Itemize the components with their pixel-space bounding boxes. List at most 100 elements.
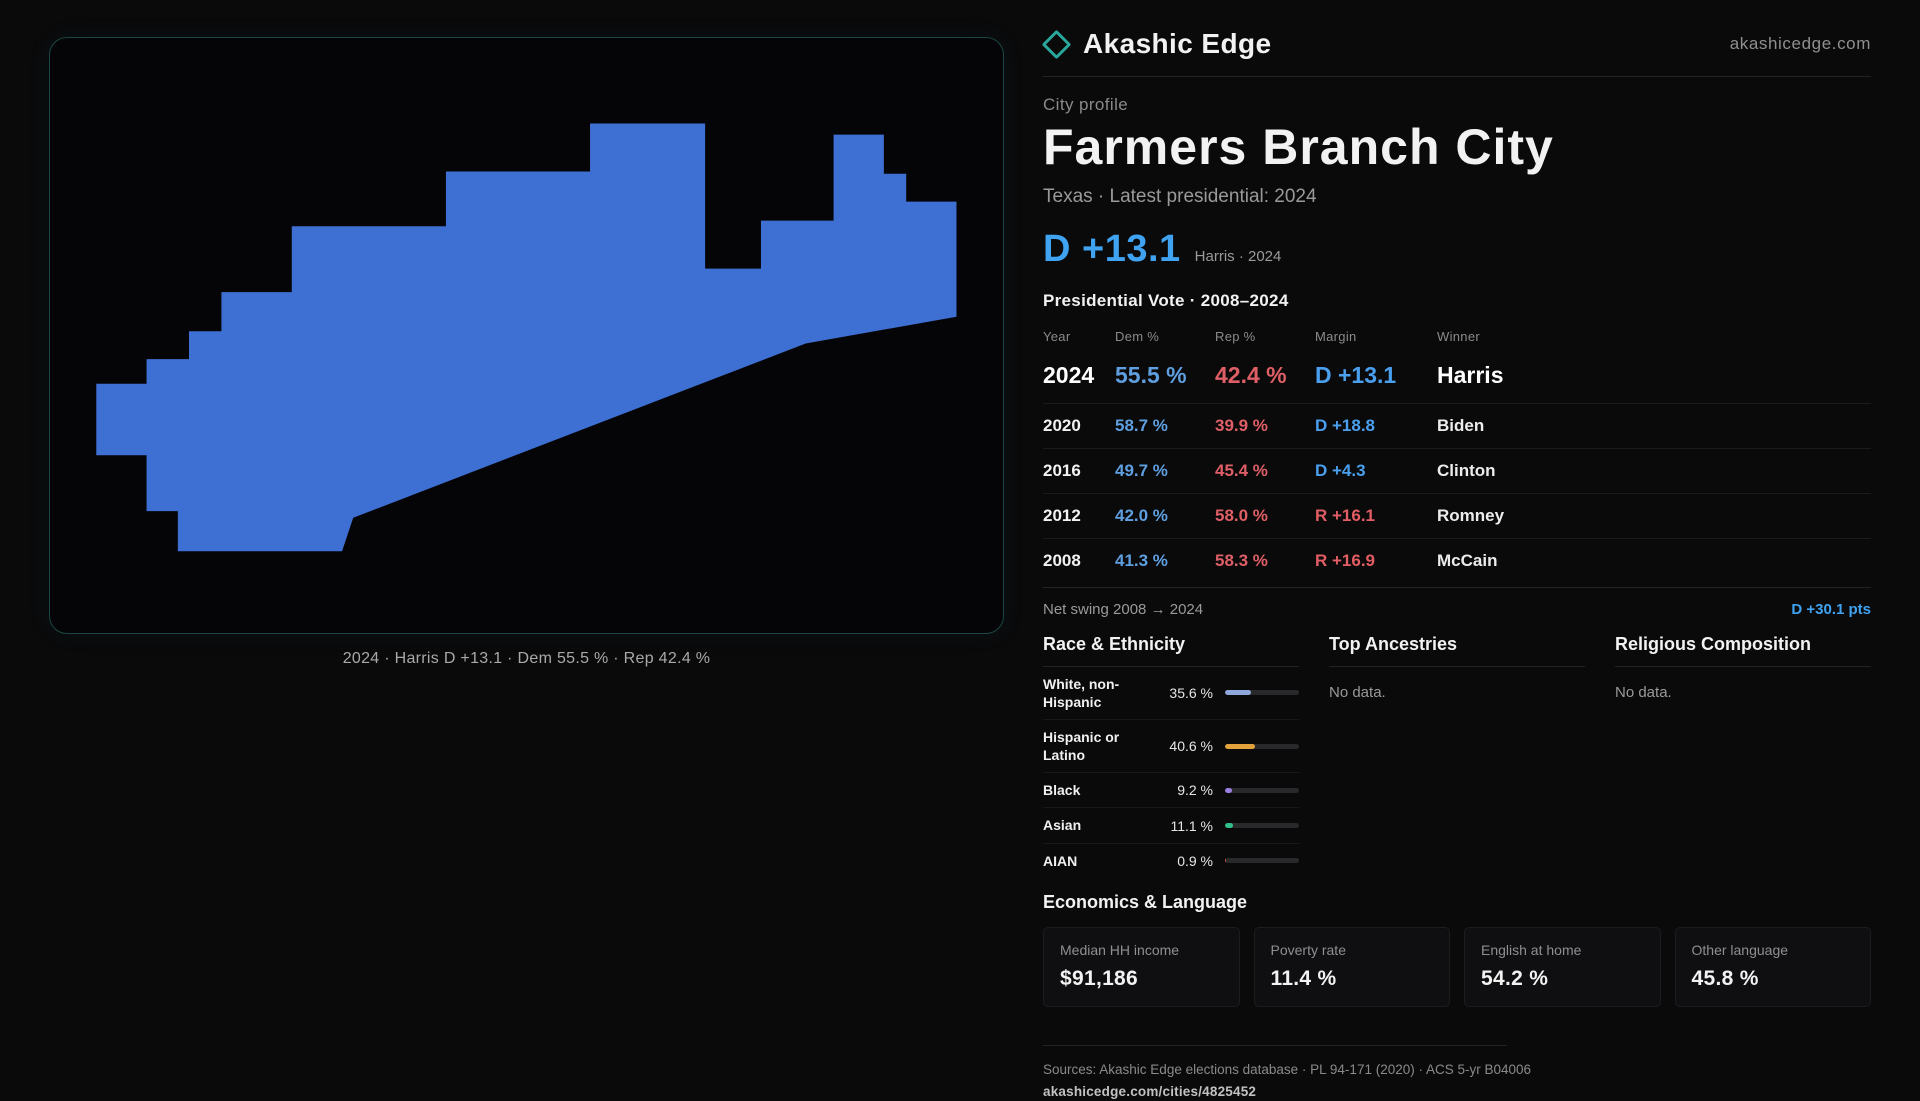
vote-row-2020: 2020 58.7 % 39.9 % D +18.8 Biden xyxy=(1043,402,1871,448)
race-value: 35.6 % xyxy=(1169,684,1213,701)
dem-share: 58.7 % xyxy=(1115,415,1168,435)
stat-label: English at home xyxy=(1481,941,1582,958)
race-row-black: Black 9.2 % xyxy=(1043,773,1299,809)
margin-value: D +13.1 xyxy=(1315,361,1397,388)
winner-name: Clinton xyxy=(1437,460,1496,480)
race-value: 40.6 % xyxy=(1169,738,1213,755)
race-bar-fill xyxy=(1225,743,1256,749)
page-footer: Sources: Akashic Edge elections database… xyxy=(1043,1044,1871,1101)
rep-share: 42.4 % xyxy=(1215,361,1287,388)
diamond-logo-icon xyxy=(1041,29,1072,59)
race-label: AIAN xyxy=(1043,852,1078,869)
religion-empty-state: No data. xyxy=(1615,683,1672,701)
year-value: 2012 xyxy=(1043,505,1081,525)
headline-margin-block: D +13.1 Harris · 2024 xyxy=(1043,228,1871,271)
headline-margin-value: D +13.1 xyxy=(1043,227,1181,270)
winner-name: Harris xyxy=(1437,361,1504,388)
vote-row-2024: 2024 55.5 % 42.4 % D +13.1 Harris xyxy=(1043,354,1871,403)
vote-table-heading: Presidential Vote · 2008–2024 xyxy=(1043,290,1289,310)
vote-row-2008: 2008 41.3 % 58.3 % R +16.9 McCain xyxy=(1043,537,1871,583)
race-value: 11.1 % xyxy=(1170,817,1213,834)
race-bar-track xyxy=(1225,743,1299,749)
col-winner: Winner xyxy=(1437,328,1480,344)
stat-card-other-language: Other language 45.8 % xyxy=(1674,926,1871,1007)
rep-share: 39.9 % xyxy=(1215,415,1268,435)
rep-share: 45.4 % xyxy=(1215,460,1268,480)
stat-value: $91,186 xyxy=(1060,966,1139,990)
net-swing-row: Net swing 2008 → 2024 D +30.1 pts xyxy=(1043,586,1871,618)
page-subtitle: Texas · Latest presidential: 2024 xyxy=(1043,185,1317,207)
race-label: White, non-Hispanic xyxy=(1043,675,1120,710)
race-ethnicity-column: Race & Ethnicity White, non-Hispanic 35.… xyxy=(1043,634,1299,878)
race-row-hispanic: Hispanic or Latino 40.6 % xyxy=(1043,720,1299,774)
stat-value: 45.8 % xyxy=(1691,966,1759,990)
brand-domain-link[interactable]: akashicedge.com xyxy=(1729,34,1871,53)
stat-card-median-income: Median HH income $91,186 xyxy=(1043,926,1240,1007)
col-dem: Dem % xyxy=(1115,328,1160,344)
year-value: 2016 xyxy=(1043,460,1081,480)
rep-share: 58.0 % xyxy=(1215,505,1268,525)
footer-divider xyxy=(1043,1044,1507,1046)
page-kicker: City profile xyxy=(1043,95,1129,114)
race-row-aian: AIAN 0.9 % xyxy=(1043,844,1299,878)
race-row-white: White, non-Hispanic 35.6 % xyxy=(1043,667,1299,720)
race-bar-fill xyxy=(1225,823,1234,829)
headline-margin-note: Harris · 2024 xyxy=(1194,247,1282,265)
dem-share: 42.0 % xyxy=(1115,505,1168,525)
permalink[interactable]: akashicedge.com/cities/4825452 xyxy=(1043,1083,1257,1099)
ancestries-column: Top Ancestries No data. xyxy=(1329,634,1585,878)
net-swing-value: D +30.1 pts xyxy=(1791,600,1871,618)
stat-label: Other language xyxy=(1691,941,1789,958)
race-bar-track xyxy=(1225,823,1299,829)
stat-label: Median HH income xyxy=(1060,941,1180,958)
vote-row-2016: 2016 49.7 % 45.4 % D +4.3 Clinton xyxy=(1043,447,1871,493)
race-bar-track xyxy=(1225,787,1299,793)
col-margin: Margin xyxy=(1315,328,1357,344)
brand: Akashic Edge xyxy=(1041,28,1272,60)
col-year: Year xyxy=(1043,328,1071,344)
col-rep: Rep % xyxy=(1215,328,1256,344)
ancestries-heading: Top Ancestries xyxy=(1329,634,1585,667)
stat-card-english-at-home: English at home 54.2 % xyxy=(1464,926,1661,1007)
dem-share: 49.7 % xyxy=(1115,460,1168,480)
winner-name: Romney xyxy=(1437,505,1505,525)
race-bar-fill xyxy=(1225,690,1252,696)
margin-value: D +4.3 xyxy=(1315,460,1366,480)
dem-share: 41.3 % xyxy=(1115,550,1168,570)
map-column: 2024 · Harris D +13.1 · Dem 55.5 % · Rep… xyxy=(49,37,1004,667)
race-ethnicity-heading: Race & Ethnicity xyxy=(1043,634,1299,667)
stat-value: 11.4 % xyxy=(1270,966,1337,990)
race-label: Hispanic or Latino xyxy=(1043,728,1120,764)
brand-name: Akashic Edge xyxy=(1083,28,1272,59)
religion-heading: Religious Composition xyxy=(1615,634,1871,667)
city-boundary-map xyxy=(96,123,957,552)
city-boundary-map-card xyxy=(49,37,1004,634)
app-header: Akashic Edge akashicedge.com xyxy=(1041,28,1871,77)
profile-column: Akashic Edge akashicedge.com City profil… xyxy=(1041,28,1871,1099)
margin-value: D +18.8 xyxy=(1315,415,1376,435)
city-boundary-shape xyxy=(96,123,957,552)
stat-card-poverty-rate: Poverty rate 11.4 % xyxy=(1253,926,1450,1007)
race-label: Asian xyxy=(1043,817,1082,834)
winner-name: Biden xyxy=(1437,415,1485,435)
race-bar-track xyxy=(1225,690,1299,696)
page-title: Farmers Branch City xyxy=(1043,119,1554,175)
religion-column: Religious Composition No data. xyxy=(1615,634,1871,878)
year-value: 2008 xyxy=(1043,550,1081,570)
year-value: 2024 xyxy=(1043,361,1095,388)
margin-value: R +16.1 xyxy=(1315,505,1376,525)
race-row-asian: Asian 11.1 % xyxy=(1043,808,1299,844)
winner-name: McCain xyxy=(1437,550,1498,570)
net-swing-label: Net swing 2008 → 2024 xyxy=(1043,600,1204,618)
race-bar-track xyxy=(1225,858,1299,864)
demographics-section: Race & Ethnicity White, non-Hispanic 35.… xyxy=(1043,634,1871,878)
vote-row-2012: 2012 42.0 % 58.0 % R +16.1 Romney xyxy=(1043,492,1871,538)
map-caption: 2024 · Harris D +13.1 · Dem 55.5 % · Rep… xyxy=(342,650,711,667)
vote-table-header-row: Year Dem % Rep % Margin Winner xyxy=(1043,323,1871,354)
vote-table: Year Dem % Rep % Margin Winner 2024 55.5… xyxy=(1043,323,1871,583)
economics-stats: Median HH income $91,186 Poverty rate 11… xyxy=(1043,926,1871,1007)
margin-value: R +16.9 xyxy=(1315,550,1376,570)
rep-share: 58.3 % xyxy=(1215,550,1268,570)
race-label: Black xyxy=(1043,782,1081,799)
